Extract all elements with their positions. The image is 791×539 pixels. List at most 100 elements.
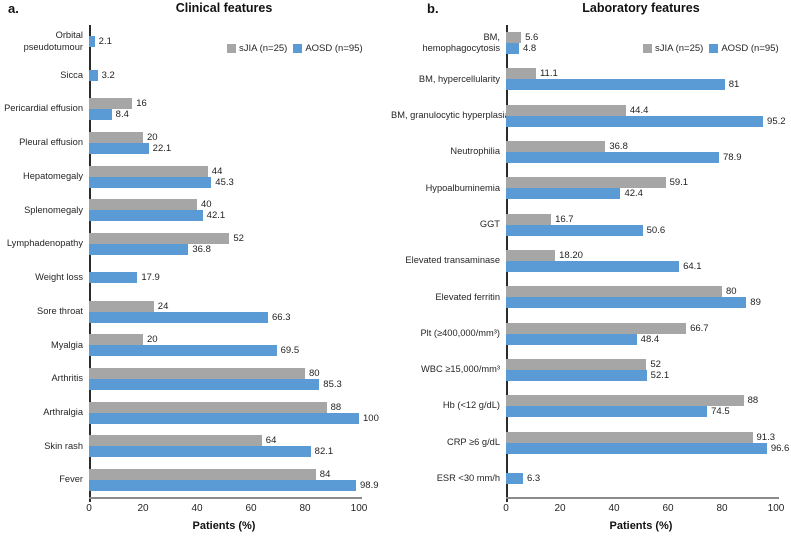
- value-label: 16: [136, 98, 147, 110]
- bar-line: 44.4: [506, 104, 776, 116]
- value-label: 69.5: [280, 345, 300, 357]
- value-label: 85.3: [323, 379, 342, 391]
- legend: sJIA (n=25) AOSD (n=95): [227, 43, 363, 54]
- bar-aosd: [89, 70, 98, 82]
- bar-group: 17.9: [89, 272, 359, 284]
- panel-b: b. Laboratory features BM, hemophagocyto…: [391, 0, 791, 539]
- value-label: 80: [726, 286, 737, 298]
- chart-row: BM, granulocytic hyperplasia 44.4 95.2: [391, 98, 791, 134]
- bar-aosd: [89, 143, 149, 155]
- x-tick-label: 100: [350, 503, 368, 514]
- bar-aosd: [89, 244, 189, 256]
- bar-line: 16.7: [506, 213, 776, 225]
- panel-a: a. Clinical features Orbital pseudotumou…: [0, 0, 391, 539]
- category-label: Plt (≥400,000/mm³): [420, 327, 500, 338]
- bar-group: 3.2: [89, 70, 359, 82]
- category-label: Weight loss: [35, 272, 83, 283]
- legend-item-aosd: AOSD (n=95): [709, 43, 779, 54]
- chart-row: Orbital pseudotumour 2.1: [0, 25, 391, 59]
- value-label: 66.7: [690, 322, 709, 334]
- chart-row: Hypoalbuminemia 59.1 42.4: [391, 170, 791, 206]
- chart-row: WBC ≥15,000/mm³ 52 52.1: [391, 352, 791, 388]
- category-label: Pleural effusion: [19, 137, 83, 148]
- value-label: 18.20: [559, 250, 583, 262]
- chart-row: Weight loss 17.9: [0, 261, 391, 295]
- bar-line: 17.9: [89, 272, 359, 284]
- bar-group: 16 8.4: [89, 98, 359, 121]
- bar-group: 20 69.5: [89, 334, 359, 357]
- bar-line: 5.6: [506, 32, 776, 44]
- bar-line: 52.1: [506, 369, 776, 381]
- value-label: 89: [750, 297, 761, 309]
- category-label: Lymphadenopathy: [6, 238, 83, 249]
- bar-sjia: [506, 68, 536, 80]
- value-label: 88: [747, 395, 759, 407]
- x-tick-label: 20: [137, 503, 149, 514]
- chart-row: Arthralgia 88 100: [0, 396, 391, 430]
- x-axis-ticks: 0 20 40 60 80 100: [86, 503, 367, 515]
- value-label: 24: [157, 300, 169, 312]
- category-label: Neutrophilia: [450, 146, 500, 157]
- bar-aosd: [506, 297, 747, 309]
- bar-aosd: [89, 480, 357, 492]
- bar-sjia: [89, 334, 143, 346]
- category-label: Elevated transaminase: [405, 255, 500, 266]
- bar-aosd: [89, 210, 203, 222]
- value-label: 42.4: [624, 188, 643, 200]
- value-label: 95.2: [767, 115, 786, 127]
- value-label: 4.8: [522, 43, 537, 55]
- value-label: 80: [309, 368, 320, 380]
- category-label: Sore throat: [37, 305, 83, 316]
- panel-title: Laboratory features: [582, 1, 700, 15]
- bar-line: 84: [89, 469, 359, 481]
- bar-aosd: [506, 473, 523, 485]
- category-label: Arthritis: [51, 373, 83, 384]
- category-label: BM, granulocytic hyperplasia: [391, 109, 510, 120]
- chart-row: BM, hypercellularity 11.1 81: [391, 61, 791, 97]
- bar-line: 52: [89, 233, 359, 245]
- bar-line: 18.20: [506, 250, 776, 262]
- chart-row: Elevated ferritin 80 89: [391, 279, 791, 315]
- bar-group: 64 82.1: [89, 435, 359, 458]
- bar-aosd: [89, 311, 268, 323]
- x-tick-label: 40: [191, 503, 203, 514]
- category-label: BM, hypercellularity: [418, 73, 500, 84]
- value-label: 100: [363, 412, 379, 424]
- category-label: Splenomegaly: [24, 204, 83, 215]
- bar-group: 40 42.1: [89, 199, 359, 222]
- bar-line: 78.9: [506, 152, 776, 164]
- category-label: Hb (<12 g/dL): [442, 400, 500, 411]
- bar-sjia: [89, 132, 143, 144]
- value-label: 2.1: [98, 36, 112, 48]
- bar-line: 59.1: [506, 177, 776, 189]
- category-label: Arthralgia: [43, 406, 83, 417]
- bar-aosd: [506, 333, 637, 345]
- bar-line: 36.8: [506, 141, 776, 153]
- bar-group: 44 45.3: [89, 165, 359, 188]
- bar-line: 11.1: [506, 68, 776, 80]
- bar-line: 64: [89, 435, 359, 447]
- bar-line: 3.2: [89, 70, 359, 82]
- legend-swatch-sjia: [227, 44, 236, 53]
- bar-line: 80: [506, 286, 776, 298]
- chart-rows: BM, hemophagocytosis 5.6 4.8 BM, hypercellu…: [391, 25, 791, 497]
- category-label: Sicca: [60, 69, 83, 80]
- bar-aosd: [89, 36, 95, 48]
- bar-line: 16: [89, 98, 359, 110]
- chart-row: Elevated transaminase 18.20 64.1: [391, 243, 791, 279]
- category-label: Skin rash: [44, 440, 83, 451]
- bar-group: 88 100: [89, 401, 379, 424]
- value-label: 52: [650, 358, 661, 370]
- value-label: 3.2: [101, 70, 115, 82]
- bar-line: 24: [89, 300, 359, 312]
- value-label: 20: [147, 132, 158, 144]
- value-label: 42.1: [206, 210, 226, 222]
- bar-line: 96.6: [506, 442, 789, 454]
- chart-row: Pericardial effusion 16 8.4: [0, 92, 391, 126]
- value-label: 81: [728, 79, 740, 91]
- legend-label-aosd: AOSD (n=95): [721, 43, 779, 54]
- chart-row: Hb (<12 g/dL) 88 74.5: [391, 388, 791, 424]
- value-label: 36.8: [192, 244, 211, 256]
- bar-aosd: [506, 152, 720, 164]
- bar-line: 95.2: [506, 115, 786, 127]
